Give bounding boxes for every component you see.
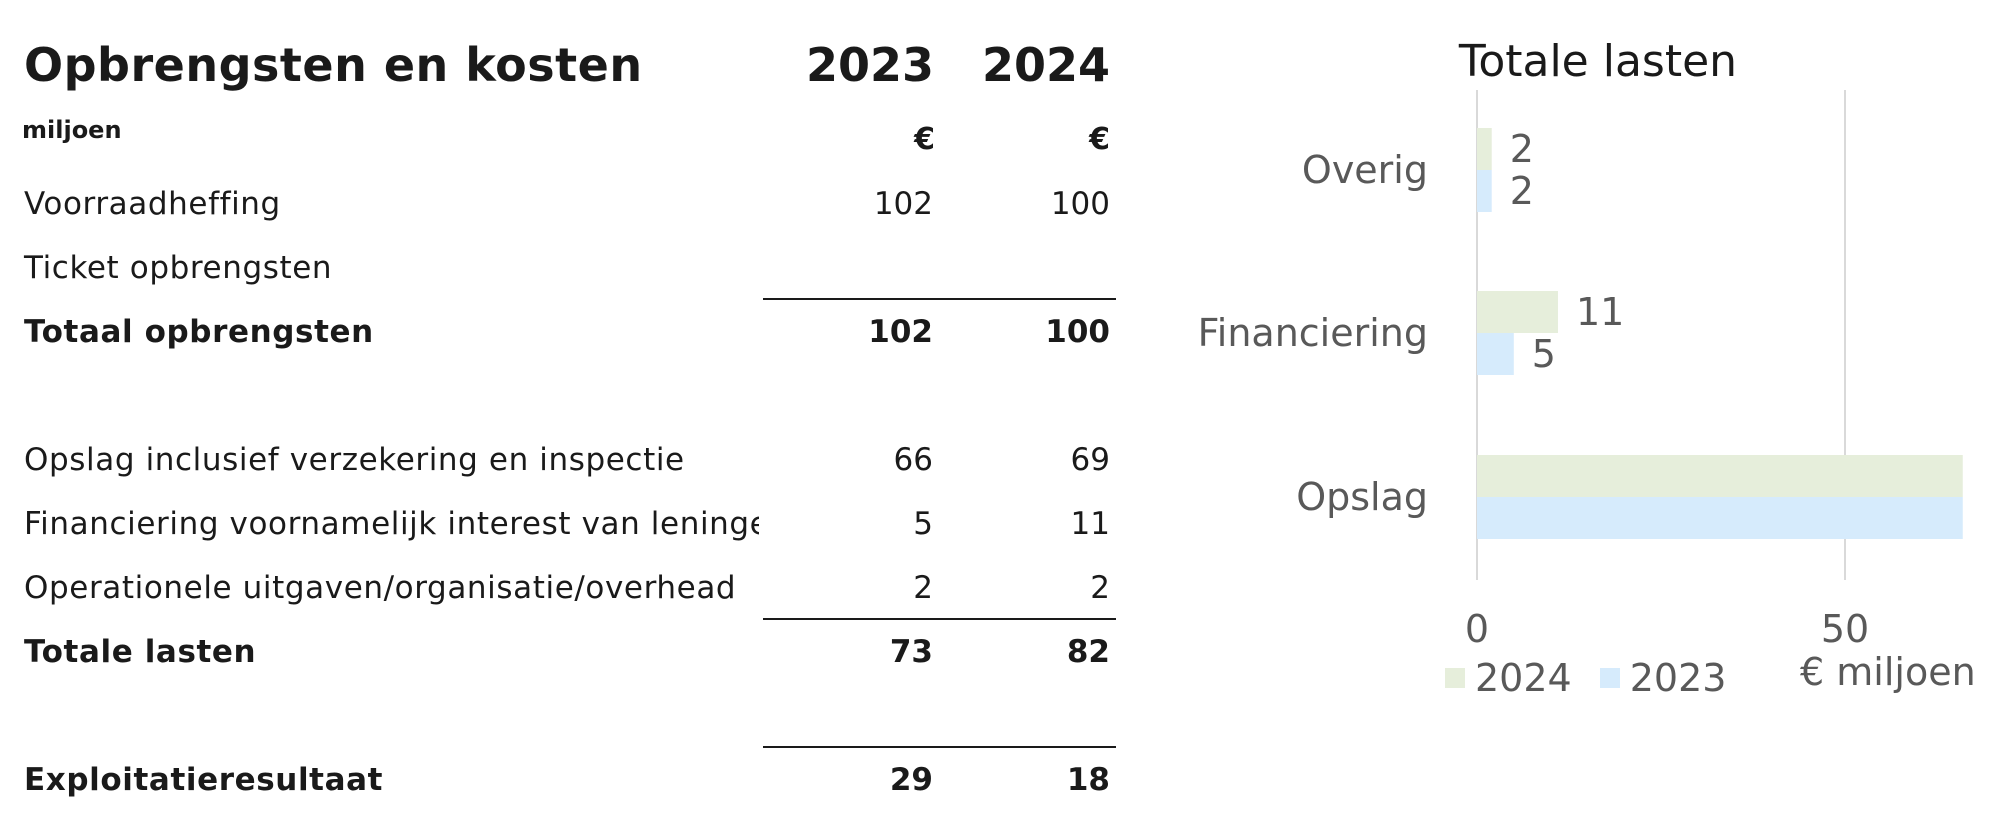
cell-totale-lasten-2024: 82 — [1066, 634, 1110, 670]
row-label-opslag: Opslag inclusief verzekering en inspecti… — [24, 442, 685, 478]
legend-item-2024: 2024 — [1445, 656, 1572, 700]
row-label-operationele-uitgaven: Operationele uitgaven/organisatie/overhe… — [24, 570, 737, 606]
year-header-2023: 2023 — [805, 38, 934, 92]
bar-2024-overig — [1477, 128, 1492, 170]
bar-2023-opslag — [1477, 497, 1963, 539]
bar-chart-svg: 0 50 Overig Financiering Opslag 2 11 2 5 — [1198, 90, 1963, 651]
cell-voorraadheffing-2024: 100 — [1050, 186, 1110, 222]
data-label: 2 — [1510, 169, 1534, 213]
cell-financiering-2024: 11 — [1070, 506, 1110, 542]
cell-exploitatieresultaat-2023: 29 — [889, 762, 933, 798]
bar-2023-financiering — [1477, 333, 1514, 375]
table-title: Opbrengsten en kosten — [24, 38, 643, 92]
data-label: 2 — [1510, 127, 1534, 171]
bar-2024-financiering — [1477, 291, 1558, 333]
bar-2024-opslag — [1477, 455, 1963, 497]
subtotal-rule — [763, 298, 1116, 300]
category-label: Overig — [1302, 148, 1428, 192]
row-label-exploitatieresultaat: Exploitatieresultaat — [24, 762, 384, 798]
row-label-ticket-opbrengsten: Ticket opbrengsten — [24, 250, 333, 286]
cell-operationele-2024: 2 — [1090, 570, 1110, 606]
legend-label-2023: 2023 — [1629, 656, 1727, 700]
legend-item-2023: 2023 — [1599, 656, 1727, 700]
row-label-totaal-opbrengsten: Totaal opbrengsten — [24, 314, 374, 350]
row-label-financiering: Financiering voornamelijk interest van l… — [24, 506, 759, 542]
cell-financiering-2023: 5 — [913, 506, 933, 542]
cell-exploitatieresultaat-2024: 18 — [1066, 762, 1110, 798]
result-rule — [763, 746, 1116, 748]
legend-swatch-2024 — [1445, 668, 1465, 688]
data-label: 5 — [1532, 332, 1556, 376]
chart-title: Totale lasten — [1458, 36, 1738, 87]
row-label-voorraadheffing: Voorraadheffing — [24, 186, 281, 222]
category-label: Opslag — [1296, 475, 1428, 519]
x-tick-label: 50 — [1821, 607, 1869, 651]
data-label: 11 — [1576, 290, 1624, 334]
chart-legend: 2024 2023 — [1445, 656, 1754, 700]
cell-totaal-opbrengsten-2024: 100 — [1045, 314, 1110, 350]
legend-label-2024: 2024 — [1475, 656, 1572, 700]
currency-2024: € — [1089, 122, 1110, 157]
cell-voorraadheffing-2023: 102 — [873, 186, 933, 222]
cell-opslag-2024: 69 — [1070, 442, 1110, 478]
unit-label: miljoen — [22, 116, 122, 144]
year-header-2024: 2024 — [981, 38, 1110, 92]
x-tick-label: 0 — [1465, 607, 1489, 651]
currency-2023: € — [914, 122, 935, 157]
income-statement-table: Opbrengsten en kosten 2023 2024 miljoen … — [22, 38, 1116, 798]
cell-operationele-2023: 2 — [913, 570, 933, 606]
cell-totaal-opbrengsten-2023: 102 — [868, 314, 933, 350]
bar-2023-overig — [1477, 170, 1492, 212]
subtotal-rule — [763, 618, 1116, 620]
totale-lasten-chart: Totale lasten 0 50 Overig Financiering Opsla… — [1140, 0, 2006, 818]
x-axis-unit-label: € miljoen — [1800, 650, 1976, 694]
legend-swatch-2023 — [1599, 668, 1620, 688]
cell-opslag-2023: 66 — [893, 442, 933, 478]
category-label: Financiering — [1198, 311, 1428, 355]
row-label-totale-lasten: Totale lasten — [24, 634, 257, 670]
cell-totale-lasten-2023: 73 — [889, 634, 933, 670]
